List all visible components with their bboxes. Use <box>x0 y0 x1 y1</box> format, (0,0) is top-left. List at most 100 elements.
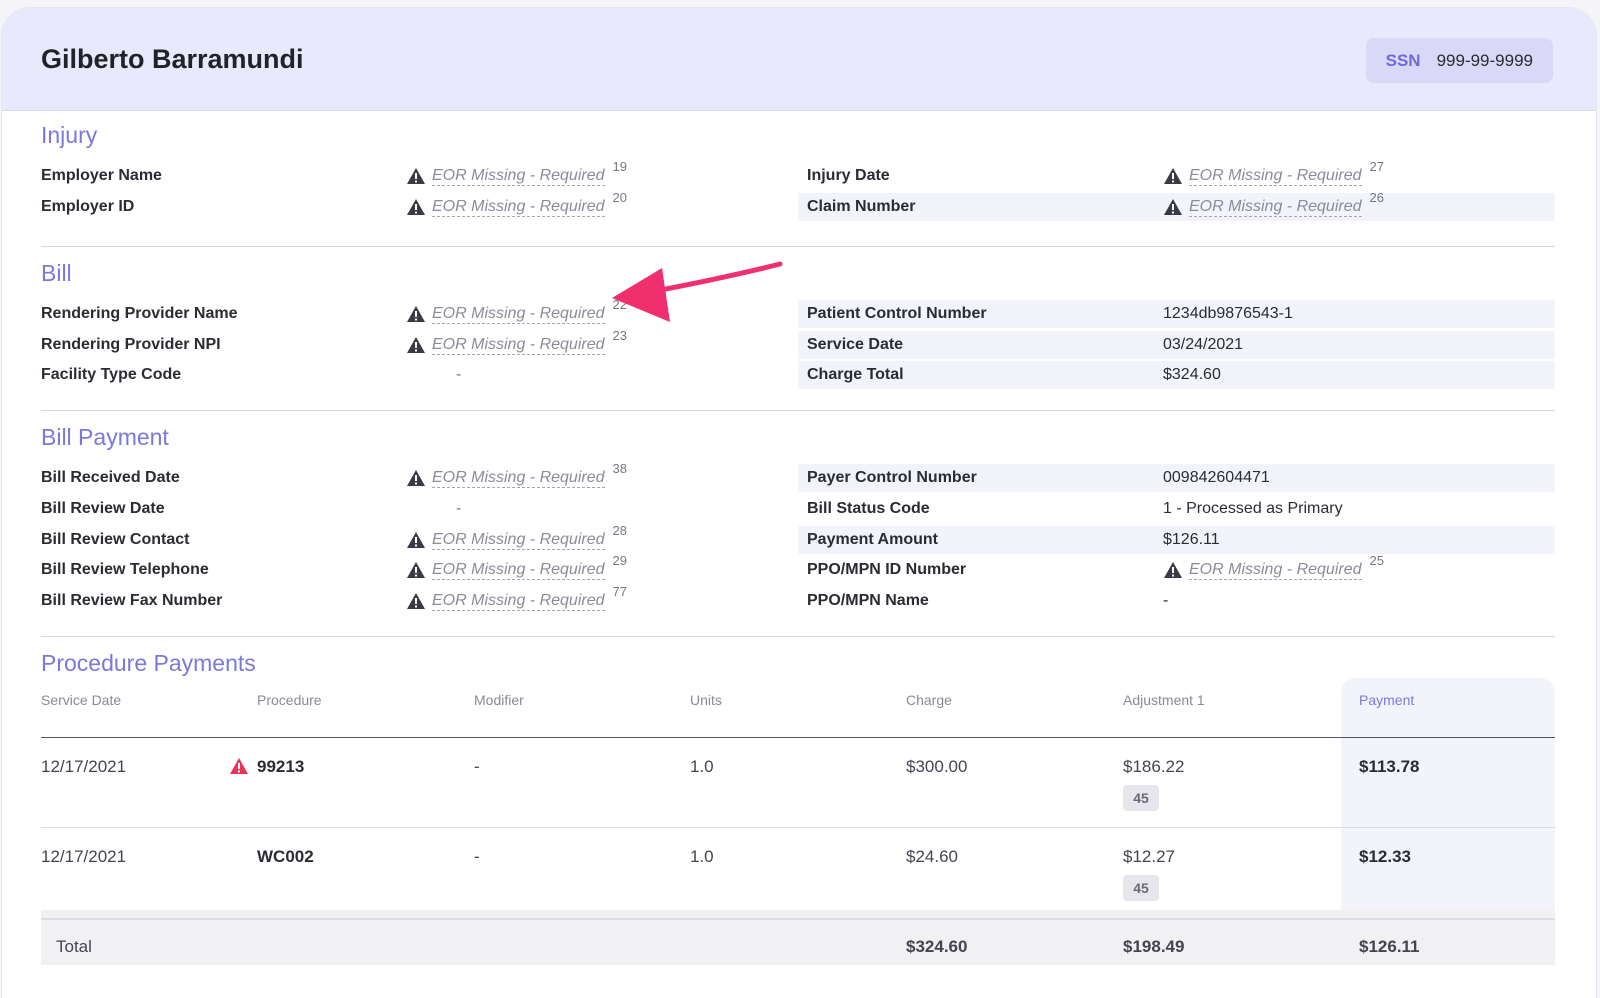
column-header-payment[interactable]: Payment <box>1359 692 1415 708</box>
ref-number: 23 <box>612 327 627 343</box>
field-bill-review-date: Bill Review Date - <box>41 495 781 523</box>
eor-missing-link[interactable]: EOR Missing - Required <box>432 166 605 186</box>
eor-missing-link[interactable]: EOR Missing - Required <box>432 304 605 324</box>
ref-number: 20 <box>612 189 627 205</box>
section-title-procedure-payments: Procedure Payments <box>41 650 256 676</box>
field-rendering-provider-npi: Rendering Provider NPI EOR Missing - Req… <box>41 327 781 359</box>
field-label: PPO/MPN ID Number <box>807 561 967 578</box>
field-ppo-mpn-id: PPO/MPN ID Number EOR Missing - Required… <box>798 552 1555 584</box>
field-label: Bill Review Telephone <box>41 561 209 578</box>
eor-missing-link[interactable]: EOR Missing - Required <box>1189 166 1362 186</box>
cell-charge: $24.60 <box>906 847 958 866</box>
column-header-units[interactable]: Units <box>690 692 722 708</box>
field-bill-review-contact: Bill Review Contact EOR Missing - Requir… <box>41 522 781 554</box>
ssn-value: 999-99-9999 <box>1436 50 1533 70</box>
field-value: 009842604471 <box>1163 469 1270 486</box>
warning-icon <box>1163 198 1183 216</box>
field-payment-amount: Payment Amount $126.11 <box>798 526 1555 554</box>
field-label: Bill Status Code <box>807 500 930 517</box>
field-injury-date: Injury Date EOR Missing - Required 27 <box>798 159 1555 190</box>
section-divider <box>41 410 1555 411</box>
field-facility-type-code: Facility Type Code - <box>41 361 781 389</box>
alert-red-icon <box>229 757 249 775</box>
warning-icon <box>406 561 426 579</box>
eor-missing-link[interactable]: EOR Missing - Required <box>432 530 605 550</box>
eor-missing-link[interactable]: EOR Missing - Required <box>1189 560 1362 580</box>
ref-number: 25 <box>1369 552 1384 568</box>
field-label: Service Date <box>807 336 904 353</box>
warning-icon <box>406 198 426 216</box>
cell-procedure: 99213 <box>257 757 305 776</box>
field-label: Patient Control Number <box>807 305 987 322</box>
cell-payment: $12.33 <box>1359 847 1411 866</box>
ref-number: 28 <box>612 522 627 538</box>
patient-name: Gilberto Barramundi <box>41 44 304 74</box>
field-label: Bill Review Date <box>41 500 165 517</box>
warning-icon <box>406 305 426 323</box>
ssn-badge: SSN 999-99-9999 <box>1365 38 1553 83</box>
cell-modifier: - <box>474 847 480 866</box>
field-label: PPO/MPN Name <box>807 592 929 609</box>
cell-units: 1.0 <box>690 847 714 866</box>
field-label: Injury Date <box>807 167 890 184</box>
cell-procedure: WC002 <box>257 847 314 866</box>
field-label: Charge Total <box>807 366 904 383</box>
cell-modifier: - <box>474 757 480 776</box>
cell-charge: $300.00 <box>906 757 968 776</box>
field-employer-id: Employer ID EOR Missing - Required 20 <box>41 189 781 221</box>
total-charge: $324.60 <box>906 937 968 956</box>
cell-service-date: 12/17/2021 <box>41 757 127 776</box>
cell-units: 1.0 <box>690 757 714 776</box>
section-title-injury: Injury <box>41 122 98 148</box>
ref-number: 77 <box>612 583 627 599</box>
warning-icon <box>1163 167 1183 185</box>
adjustment-code-badge: 45 <box>1123 785 1159 811</box>
section-title-bill-payment: Bill Payment <box>41 424 169 450</box>
column-header-procedure[interactable]: Procedure <box>257 692 322 708</box>
warning-icon <box>406 167 426 185</box>
warning-icon <box>1163 561 1183 579</box>
field-value: $324.60 <box>1163 366 1221 383</box>
field-value: 1 - Processed as Primary <box>1163 500 1343 517</box>
field-payer-control-number: Payer Control Number 009842604471 <box>798 464 1555 492</box>
field-label: Employer Name <box>41 167 162 184</box>
field-value: 03/24/2021 <box>1163 336 1244 353</box>
adjustment-code-badge: 45 <box>1123 875 1159 901</box>
column-header-adjustment-1[interactable]: Adjustment 1 <box>1123 692 1205 708</box>
field-value: - <box>456 366 462 383</box>
field-bill-review-telephone: Bill Review Telephone EOR Missing - Requ… <box>41 552 781 584</box>
field-value: - <box>1163 592 1169 609</box>
warning-icon <box>406 469 426 487</box>
field-label: Employer ID <box>41 198 135 215</box>
field-value: - <box>456 500 462 517</box>
ssn-label: SSN <box>1385 50 1421 70</box>
payment-column-highlight <box>1341 678 1555 910</box>
eor-missing-link[interactable]: EOR Missing - Required <box>432 335 605 355</box>
field-label: Bill Received Date <box>41 469 180 486</box>
column-header-modifier[interactable]: Modifier <box>474 692 524 708</box>
ref-number: 29 <box>612 552 627 568</box>
field-bill-received-date: Bill Received Date EOR Missing - Require… <box>41 460 781 492</box>
total-payment: $126.11 <box>1359 937 1420 956</box>
field-label: Payment Amount <box>807 531 938 548</box>
field-claim-number: Claim Number EOR Missing - Required 26 <box>798 189 1555 221</box>
eor-missing-link[interactable]: EOR Missing - Required <box>432 468 605 488</box>
warning-icon <box>406 592 426 610</box>
eor-missing-link[interactable]: EOR Missing - Required <box>1189 197 1362 217</box>
eor-missing-link[interactable]: EOR Missing - Required <box>432 591 605 611</box>
field-label: Claim Number <box>807 198 916 215</box>
column-header-service-date[interactable]: Service Date <box>41 692 122 708</box>
field-charge-total: Charge Total $324.60 <box>798 361 1555 389</box>
warning-icon <box>406 531 426 549</box>
total-divider <box>41 918 1555 920</box>
section-divider <box>41 246 1555 247</box>
column-header-charge[interactable]: Charge <box>906 692 952 708</box>
ref-number: 26 <box>1369 189 1384 205</box>
field-label: Rendering Provider NPI <box>41 336 221 353</box>
field-label: Payer Control Number <box>807 469 977 486</box>
ref-number: 38 <box>612 460 627 476</box>
ref-number: 19 <box>612 158 627 174</box>
eor-missing-link[interactable]: EOR Missing - Required <box>432 197 605 217</box>
card-header: Gilberto Barramundi SSN 999-99-9999 <box>2 8 1596 111</box>
eor-missing-link[interactable]: EOR Missing - Required <box>432 560 605 580</box>
